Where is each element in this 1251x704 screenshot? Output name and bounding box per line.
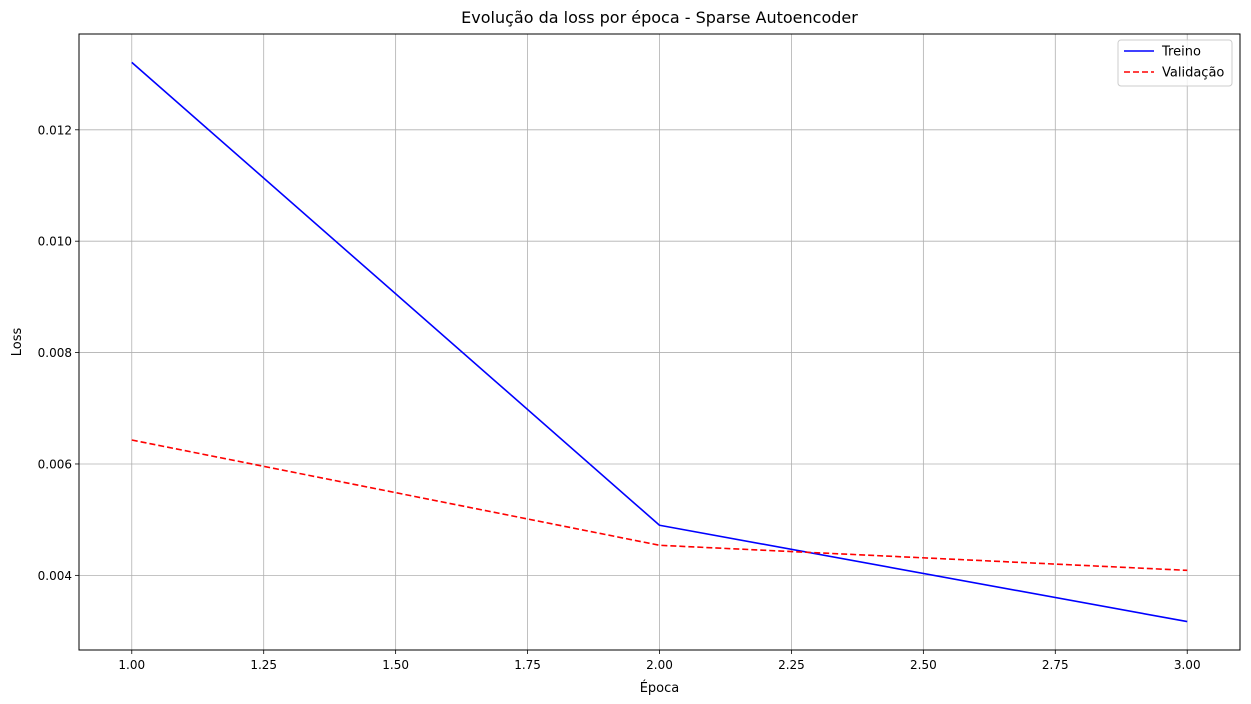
series-layer [131, 61, 1188, 623]
y-axis-label: Loss [10, 328, 25, 357]
y-tick-label: 0.010 [38, 235, 72, 249]
y-tick-label: 0.004 [38, 569, 72, 583]
x-tick-label: 2.50 [910, 658, 937, 672]
x-tick-label: 1.50 [382, 658, 409, 672]
legend-label-validacao: Validação [1162, 66, 1224, 81]
y-tick-label: 0.006 [38, 457, 72, 471]
x-tick-label: 3.00 [1174, 658, 1201, 672]
x-tick-label: 2.00 [646, 658, 673, 672]
series-line-treino [131, 61, 1188, 623]
x-axis-label: Época [640, 680, 680, 696]
grid-lines [79, 34, 1240, 650]
y-axis: 0.004 0.006 0.008 0.010 0.012 [38, 123, 79, 583]
x-axis: 1.00 1.25 1.50 1.75 2.00 2.25 2.50 2.75 3.00 [118, 650, 1201, 672]
legend: Treino Validação [1117, 39, 1233, 87]
chart-title: Evolução da loss por época - Sparse Auto… [461, 8, 858, 27]
x-tick-label: 2.75 [1042, 658, 1069, 672]
y-tick-label: 0.008 [38, 346, 72, 360]
x-tick-label: 2.25 [778, 658, 805, 672]
y-tick-label: 0.012 [38, 123, 72, 137]
x-tick-label: 1.75 [514, 658, 541, 672]
legend-label-treino: Treino [1161, 45, 1201, 60]
x-tick-label: 1.00 [118, 658, 145, 672]
x-tick-label: 1.25 [250, 658, 277, 672]
